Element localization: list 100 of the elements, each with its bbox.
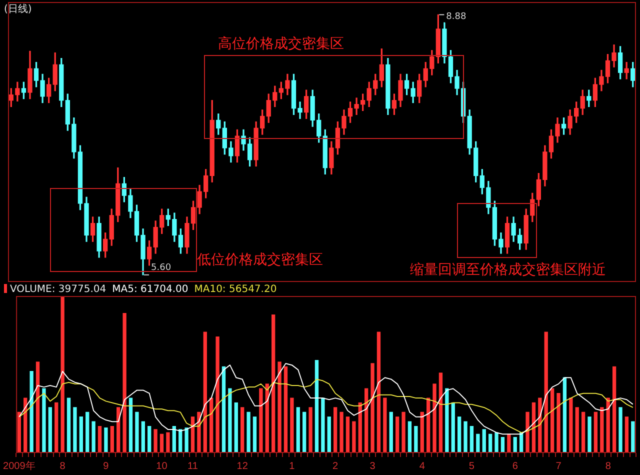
bar xyxy=(135,412,139,453)
bar xyxy=(272,314,276,453)
bar xyxy=(618,407,622,453)
bar xyxy=(612,366,616,453)
bar xyxy=(141,421,145,453)
bar xyxy=(408,421,412,453)
x-tick-label: 7 xyxy=(556,460,562,472)
x-tick-label: 3 xyxy=(370,460,376,472)
bar xyxy=(290,398,294,453)
bar xyxy=(376,332,381,453)
bar xyxy=(327,416,331,453)
bar xyxy=(154,429,158,453)
bar xyxy=(352,421,356,453)
bar xyxy=(488,434,492,453)
bar xyxy=(148,426,152,453)
bar xyxy=(278,362,282,453)
bar xyxy=(358,402,362,453)
bar xyxy=(17,412,21,453)
x-tick-label: 10 xyxy=(156,460,168,472)
bar xyxy=(122,312,126,453)
bar xyxy=(426,398,430,453)
bar xyxy=(594,412,598,453)
bar xyxy=(197,412,201,453)
bar xyxy=(203,332,207,453)
bar xyxy=(48,407,52,453)
bar xyxy=(414,426,418,453)
bar xyxy=(302,412,306,453)
text: MA10: 56547.20 xyxy=(194,284,277,295)
bar xyxy=(575,407,579,453)
x-tick-label: 2 xyxy=(332,460,339,472)
bar xyxy=(581,412,586,453)
x-tick-label: 4 xyxy=(419,460,426,472)
bar xyxy=(334,407,338,453)
bar xyxy=(222,366,226,453)
bar xyxy=(128,398,133,453)
bar xyxy=(482,429,486,453)
bar xyxy=(110,426,114,453)
bar xyxy=(284,366,288,453)
bar xyxy=(370,363,374,453)
bar xyxy=(445,388,449,453)
bar xyxy=(600,407,604,453)
bar xyxy=(631,421,635,453)
bar xyxy=(526,412,530,453)
x-tick-label: 6 xyxy=(512,460,518,472)
bar xyxy=(54,402,58,453)
bar xyxy=(420,412,424,453)
bar xyxy=(104,428,108,453)
bar xyxy=(457,416,462,453)
bar xyxy=(383,398,387,453)
bar xyxy=(588,416,592,453)
bar xyxy=(246,412,250,453)
bar xyxy=(494,432,498,453)
bar xyxy=(476,434,480,453)
x-tick-label: 1 xyxy=(289,460,296,472)
bar xyxy=(314,360,319,453)
bar xyxy=(562,377,567,453)
x-tick-label: 12 xyxy=(236,460,248,472)
bar xyxy=(389,412,393,453)
x-tick-label: 8 xyxy=(60,460,66,472)
bar xyxy=(86,412,90,453)
bar xyxy=(550,388,554,453)
bar xyxy=(544,332,548,453)
bar xyxy=(464,421,468,453)
bar xyxy=(210,398,214,453)
bar xyxy=(296,407,300,453)
bar xyxy=(66,398,71,453)
bar xyxy=(240,407,244,453)
bar xyxy=(451,402,455,453)
bar xyxy=(346,416,350,453)
x-tick-label: 11 xyxy=(188,460,198,472)
bar xyxy=(432,384,436,453)
annotation: 5.60 xyxy=(151,263,172,274)
bar xyxy=(42,388,46,453)
x-tick-label: 9 xyxy=(103,460,110,472)
annotation: 8.88 xyxy=(446,12,466,22)
annotation: 低位价格成交密集区 xyxy=(197,252,323,268)
bar xyxy=(395,416,400,453)
bar xyxy=(252,416,257,453)
bar xyxy=(308,407,312,453)
bar xyxy=(228,388,232,453)
bar xyxy=(364,388,368,453)
legend-label: VOLUME: 39775.04 xyxy=(9,284,106,295)
bar xyxy=(92,421,96,453)
bar xyxy=(216,336,220,453)
bar xyxy=(438,372,443,453)
text: MA5: 61704.00 xyxy=(112,284,188,295)
bar xyxy=(606,398,610,453)
bar xyxy=(73,407,77,453)
bar xyxy=(160,434,164,453)
bar xyxy=(36,362,40,453)
annotation: 高位价格成交密集区 xyxy=(218,36,344,52)
bar xyxy=(166,432,170,453)
bar xyxy=(321,398,325,453)
bar xyxy=(624,416,629,453)
bar xyxy=(402,412,406,453)
annotation: 缩量回调至价格成交密集区附近 xyxy=(410,262,606,278)
bar xyxy=(98,426,102,453)
x-tick-label: 2009年 xyxy=(3,460,36,472)
bar xyxy=(340,412,344,453)
bar xyxy=(60,296,64,453)
